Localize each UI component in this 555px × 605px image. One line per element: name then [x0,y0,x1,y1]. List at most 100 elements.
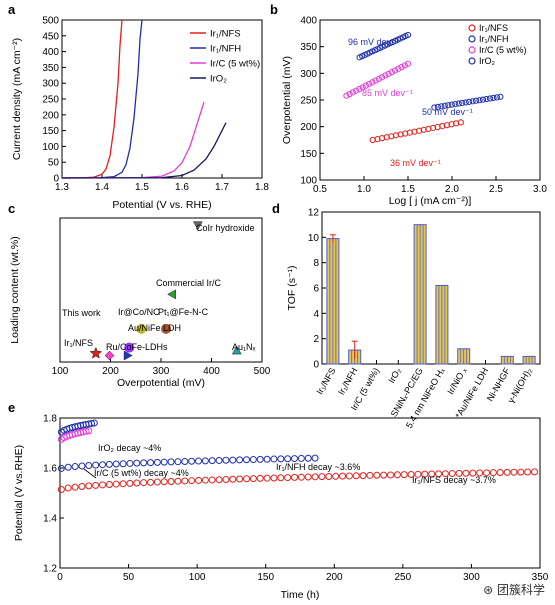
a-ytick-label: 300 [42,79,59,90]
e-data-point [524,468,532,476]
e-data-point [462,469,470,477]
d-ytick-label: 0 [313,360,319,371]
a-legend-label: Ir₁/NFH [210,44,241,55]
c-data-point [192,221,203,231]
e-xtick-label: 200 [326,572,343,583]
e-data-point [85,482,93,490]
e-data-point [88,419,96,427]
panel-letter-c: c [8,201,15,216]
e-data-point [291,455,299,463]
e-data-point [352,472,360,480]
e-data-point [99,461,107,469]
b-legend-label: Ir/C (5 wt%) [479,45,527,55]
e-data-point [284,474,292,482]
b-data-point [362,82,369,89]
b-data-point [459,99,466,107]
e-data-point [469,469,477,477]
c-data-point [161,323,172,334]
e-data-point [71,463,79,471]
e-data-point [476,469,484,477]
panel-letter-d: d [272,201,280,216]
e-annotation: Ir/C (5 wt%) decay ~4% [94,468,189,478]
e-data-point [263,455,271,463]
e-data-point [133,479,141,487]
b-data-point [452,100,459,108]
e-data-point [311,473,319,481]
e-data-point [99,481,107,489]
e-data-point [243,475,251,483]
d-xtick-label: Ir₁/NFS [314,366,337,396]
e-data-point [236,475,244,483]
e-data-point [496,469,504,477]
e-data-point [345,472,353,480]
a-xtick-label: 1.4 [95,182,109,193]
b-data-point [462,99,469,106]
b-ytick-label: 350 [300,42,317,53]
b-data-point [382,72,389,79]
b-slope-label: 50 mV dev⁻¹ [422,107,473,117]
b-data-point [476,97,483,104]
e-data-point [270,474,278,482]
e-data-point [92,481,100,489]
e-data-point [147,478,155,486]
e-data-point [147,459,155,467]
e-data-point [208,457,216,465]
e-data-point [78,462,86,470]
e-xtick-label: 350 [532,572,549,583]
e-data-point [277,474,285,482]
a-ytick-label: 100 [42,142,59,153]
c-xtick-label: 500 [254,366,271,377]
d-ytick-label: 6 [313,284,319,295]
e-data-point [311,454,319,462]
a-xtick-label: 1.7 [215,182,229,193]
e-data-point [421,470,429,478]
b-legend-marker [468,57,476,65]
a-legend-label: IrO₂ [210,74,227,85]
d-ytick-label: 8 [313,258,319,269]
e-data-point [366,471,374,479]
e-data-point [215,456,223,464]
e-xtick-label: 250 [395,572,412,583]
b-data-point [385,70,392,77]
c-point-label: Ru/CoFe-LDHs [106,342,168,352]
e-y-axis-label: Potential (V vs.RHE) [13,445,25,541]
c-point-label: Au/NiFe LDH [128,323,181,333]
e-data-point [188,477,196,485]
b-data-point [438,103,445,110]
c-xtick-label: 100 [52,366,69,377]
b-ytick-label: 250 [300,96,317,107]
b-data-point [448,101,455,108]
d-xtick-label: IrO₂ [386,366,403,385]
c-data-point [124,342,135,353]
c-x-axis-label: Overpotential (mV) [117,377,205,389]
b-data-point [434,103,441,111]
c-point-label: Au₁Nₓ [232,342,256,352]
e-data-point [503,468,511,476]
a-xtick-label: 1.3 [55,182,69,193]
e-data-point [174,477,182,485]
c-data-point [136,323,147,334]
a-legend-label: Ir/C (5 wt%) [210,59,260,70]
b-data-point [391,67,399,74]
c-y-axis-label: Loading content (wt.%) [9,236,21,343]
e-data-point [92,461,100,469]
e-data-point [297,473,305,481]
e-data-point [359,472,367,480]
e-data-point [64,463,72,471]
e-data-point [126,459,134,467]
e-data-point [57,485,65,493]
e-data-point [256,474,264,482]
b-legend-label: Ir₁/NFS [479,23,508,33]
chart-a: 1.3 1.4 1.5 1.6 1.7 1.8 0 50 100 150 200 250 300 350 4… [11,16,269,212]
e-data-point [318,473,326,481]
e-data-point [112,480,120,488]
e-data-point [373,471,381,479]
c-point-label: This work [62,308,101,318]
e-data-point [208,476,216,484]
e-data-point [64,484,72,492]
e-annotation: Ir₁/NFS decay ~3.7% [412,475,496,485]
b-data-point [445,102,452,109]
e-data-point [229,475,237,483]
b-data-point [369,79,376,86]
